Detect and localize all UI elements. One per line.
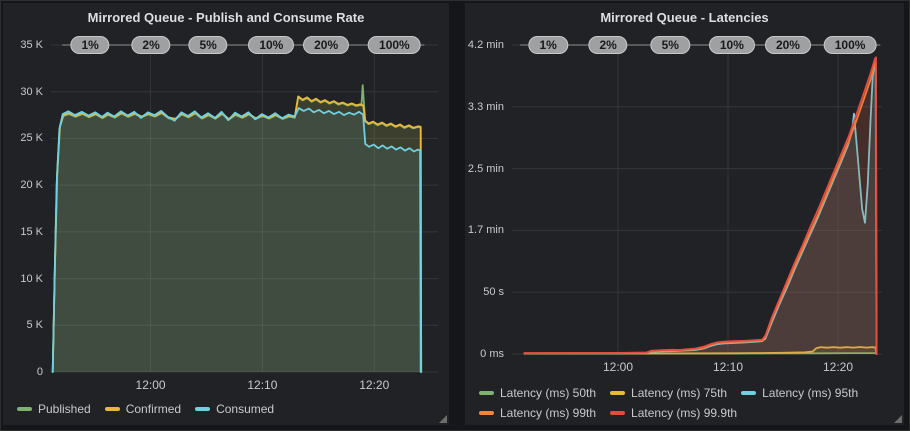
y-tick-label: 25 K: [20, 132, 43, 145]
annotation-pill-5%[interactable]: 5%: [188, 36, 228, 54]
legend-row: Latency (ms) 50th Latency (ms) 75th Latenc…: [479, 383, 872, 403]
annotation-pill-10%[interactable]: 10%: [708, 36, 755, 54]
legend-item-Latency (ms) 99th[interactable]: Latency (ms) 99th: [479, 406, 596, 420]
legend-series-swatch: [610, 391, 626, 395]
annotation-pill-20%[interactable]: 20%: [764, 36, 811, 54]
legend-item-Published[interactable]: Published: [17, 402, 91, 416]
y-tick-label: 15 K: [20, 225, 43, 238]
legend-item-Latency (ms) 95th[interactable]: Latency (ms) 95th: [741, 386, 858, 400]
y-tick-label: 30 K: [20, 85, 43, 98]
annotation-pill-100%[interactable]: 100%: [823, 36, 877, 54]
annotation-pill-2%[interactable]: 2%: [588, 36, 628, 54]
legend-series-swatch: [479, 391, 494, 395]
panel-resize-handle[interactable]: [894, 415, 902, 423]
series-fill-Confirmed: [52, 96, 422, 373]
legend-series-swatch: [479, 411, 494, 415]
series-fill-Consumed: [52, 108, 421, 372]
legend-series-label: Confirmed: [125, 402, 182, 416]
y-tick-label: 5 K: [26, 319, 43, 332]
x-tick-label: 12:10: [713, 360, 744, 374]
annotation-pill-1%[interactable]: 1%: [528, 36, 568, 54]
series-line-Latency (ms) 99.9th: [523, 56, 878, 355]
legend: Published Confirmed Consumed: [17, 399, 288, 419]
legend-item-Consumed[interactable]: Consumed: [195, 402, 274, 416]
legend: Latency (ms) 50th Latency (ms) 75th Latenc…: [479, 383, 872, 423]
annotation-pill-20%[interactable]: 20%: [303, 36, 350, 54]
legend-row: Published Confirmed Consumed: [17, 399, 288, 419]
x-tick-label: 12:20: [822, 360, 854, 374]
annotation-pill-5%[interactable]: 5%: [650, 36, 690, 54]
legend-series-label: Latency (ms) 99.9th: [631, 406, 738, 420]
y-tick-label: 1.7 min: [467, 224, 504, 237]
legend-series-label: Consumed: [216, 402, 275, 416]
legend-series-swatch: [610, 411, 626, 415]
annotation-pill-1%[interactable]: 1%: [70, 36, 110, 54]
series-fill-Latency (ms) 95th: [524, 62, 877, 354]
x-tick-label: 12:20: [359, 378, 390, 392]
x-tick-label: 12:00: [135, 378, 166, 392]
plot-area[interactable]: [3, 3, 449, 425]
y-tick-label: 50 s: [483, 286, 504, 299]
plot-area[interactable]: [465, 3, 904, 425]
legend-series-label: Latency (ms) 99th: [500, 406, 597, 420]
y-tick-label: 0 ms: [480, 348, 504, 360]
legend-item-Latency (ms) 75th[interactable]: Latency (ms) 75th: [610, 386, 727, 400]
legend-series-swatch: [195, 407, 211, 411]
panel-title[interactable]: Mirrored Queue - Latencies: [600, 10, 769, 25]
y-tick-label: 20 K: [20, 179, 43, 192]
legend-series-label: Latency (ms) 75th: [631, 386, 728, 400]
panel-publish-consume-rate: Mirrored Queue - Publish and Consume Rat…: [3, 3, 449, 425]
x-tick-label: 12:10: [247, 378, 278, 392]
legend-series-label: Latency (ms) 95th: [762, 386, 859, 400]
series-fill-Latency (ms) 99.9th: [524, 57, 877, 355]
y-tick-label: 0: [36, 366, 43, 378]
legend-series-swatch: [104, 407, 120, 411]
legend-item-Confirmed[interactable]: Confirmed: [104, 402, 182, 416]
legend-series-swatch: [17, 407, 32, 411]
x-tick-label: 12:00: [603, 360, 634, 374]
panel-resize-handle[interactable]: [439, 415, 447, 423]
annotation-pill-10%[interactable]: 10%: [248, 36, 295, 54]
y-tick-label: 2.5 min: [467, 162, 504, 175]
series-line-Consumed: [51, 107, 422, 373]
annotation-pill-100%[interactable]: 100%: [368, 36, 421, 54]
panel-title[interactable]: Mirrored Queue - Publish and Consume Rat…: [87, 10, 365, 25]
annotation-pill-2%[interactable]: 2%: [131, 36, 171, 54]
y-tick-label: 10 K: [20, 272, 43, 285]
series-fill-Published: [52, 85, 422, 372]
legend-row: Latency (ms) 99th Latency (ms) 99.9th: [479, 403, 872, 423]
y-tick-label: 4.2 min: [467, 39, 504, 51]
series-fill-Latency (ms) 99th: [524, 62, 877, 354]
panel-latencies: Mirrored Queue - Latencies Latency (ms) …: [465, 3, 904, 425]
y-tick-label: 35 K: [20, 39, 43, 51]
legend-series-label: Latency (ms) 50th: [500, 386, 597, 400]
legend-series-label: Published: [38, 402, 91, 416]
legend-series-swatch: [741, 391, 757, 395]
legend-item-Latency (ms) 50th[interactable]: Latency (ms) 50th: [479, 386, 596, 400]
y-tick-label: 3.3 min: [467, 100, 504, 113]
series-line-Latency (ms) 75th: [523, 346, 878, 355]
legend-item-Latency (ms) 99.9th[interactable]: Latency (ms) 99.9th: [610, 406, 737, 420]
